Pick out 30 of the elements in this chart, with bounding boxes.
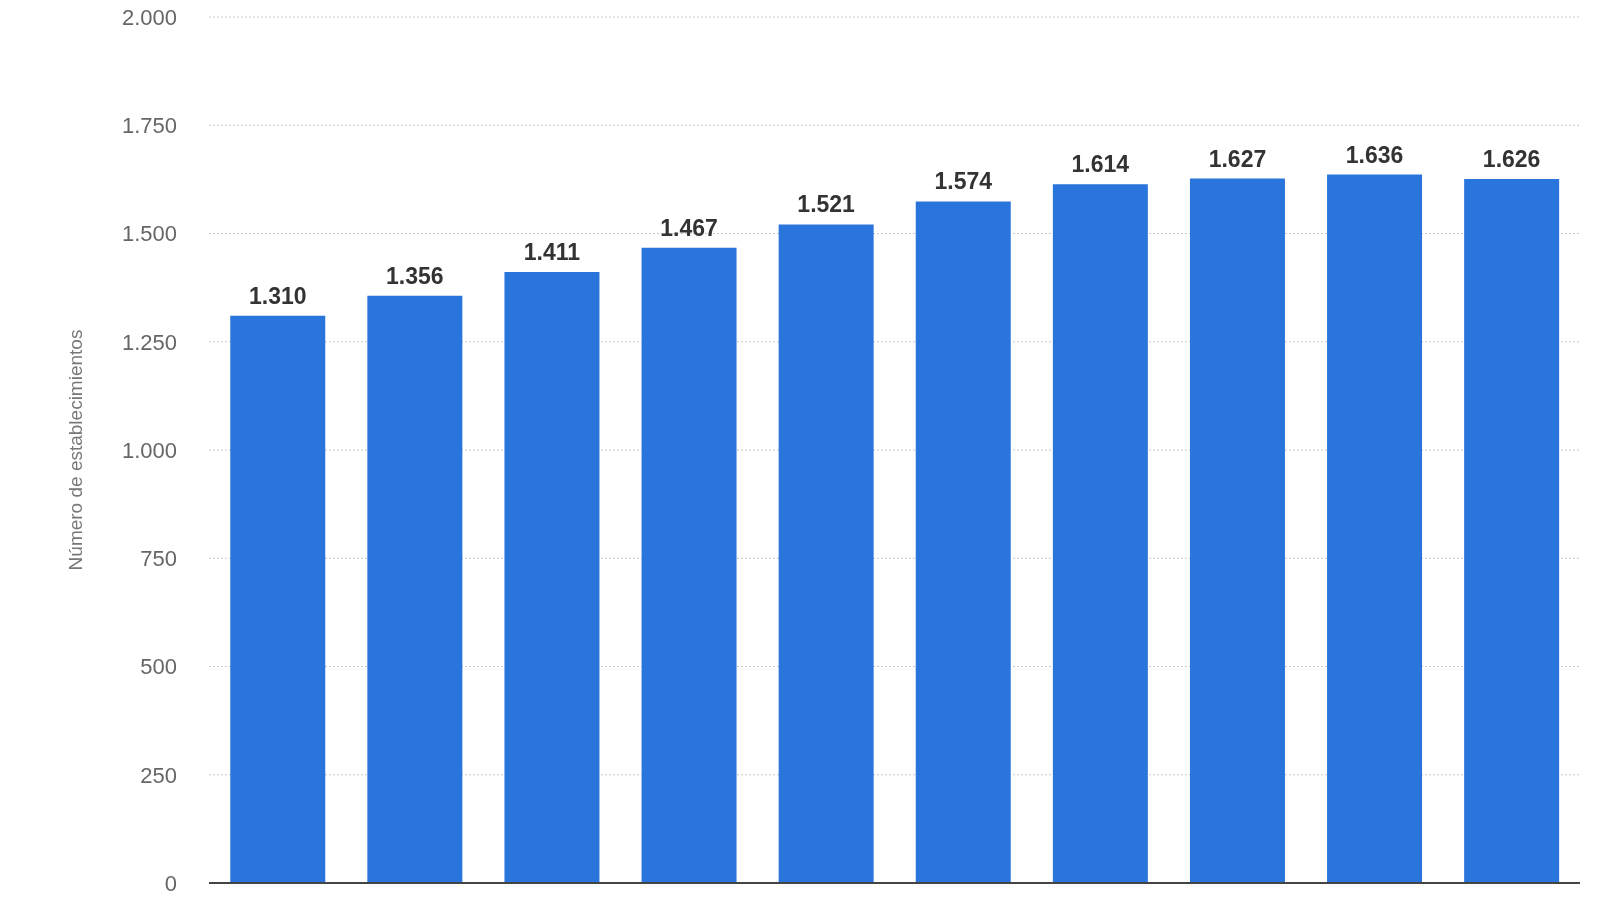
bar — [778, 224, 874, 883]
data-label: 1.521 — [797, 191, 856, 218]
y-tick-label: 1.250 — [121, 329, 177, 355]
y-tick-label: 0 — [164, 870, 177, 896]
bar — [1464, 178, 1560, 883]
y-tick-label: 500 — [140, 654, 177, 680]
data-label: 1.467 — [660, 214, 718, 241]
y-tick-label: 2.000 — [121, 4, 177, 30]
data-label: 1.627 — [1208, 145, 1267, 172]
bar — [230, 315, 326, 883]
y-axis-title: Número de establecimientos — [65, 329, 86, 571]
bar — [1327, 174, 1423, 883]
data-label: 1.411 — [523, 239, 581, 266]
y-tick-label: 1.000 — [121, 437, 177, 463]
data-label: 1.574 — [934, 168, 993, 195]
bar — [367, 295, 463, 883]
bar — [504, 272, 600, 883]
data-label: 1.356 — [386, 262, 444, 289]
y-tick-label: 1.500 — [121, 221, 177, 247]
y-tick-label: 250 — [140, 762, 177, 788]
y-tick-label: 1.750 — [121, 113, 177, 139]
bar — [641, 247, 737, 883]
bar — [1189, 178, 1285, 883]
bar — [1052, 184, 1148, 883]
data-label: 1.310 — [248, 282, 307, 309]
data-label: 1.636 — [1345, 141, 1404, 168]
y-tick-label: 750 — [140, 546, 177, 572]
data-label: 1.614 — [1071, 151, 1130, 178]
data-label: 1.626 — [1482, 145, 1541, 172]
bar — [915, 201, 1011, 883]
